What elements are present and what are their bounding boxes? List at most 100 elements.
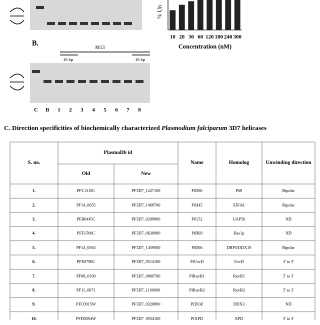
- table-cell: Bipolar: [282, 188, 295, 193]
- bar: [169, 10, 176, 30]
- bar: [197, 0, 204, 31]
- table-header: Name: [191, 160, 205, 166]
- table-cell: PF3D7_0514100: [132, 259, 161, 264]
- gel-band: [55, 80, 63, 83]
- bar: [188, 1, 195, 30]
- bar: [215, 0, 222, 31]
- table-cell: 2.: [32, 202, 35, 207]
- gel-band: [89, 80, 98, 83]
- gel-band: [66, 80, 75, 83]
- x-axis-label: Concentration (nM): [178, 43, 231, 50]
- gel-band: [43, 80, 52, 83]
- table-cell: EIF4A: [233, 202, 244, 207]
- table-cell: 1.: [32, 188, 35, 193]
- table-cell: 5' to 3': [283, 316, 294, 320]
- table-cell: PfUvrD: [190, 259, 203, 264]
- table-cell: PFC0915W: [76, 302, 96, 307]
- table-cell: RuvB2: [233, 287, 245, 292]
- table-cell: ND: [285, 231, 291, 236]
- substrate-icon: [9, 7, 25, 25]
- table-cell: PF3D7_1227100: [132, 188, 161, 193]
- x-tick-label: 20: [179, 34, 185, 40]
- table-cell: DDX3: [233, 302, 244, 307]
- caption-prefix: C. Direction specificities of biochemica…: [4, 125, 162, 132]
- table-cell: PfH69: [192, 231, 203, 236]
- table-cell: 7.: [32, 273, 35, 278]
- table-cell: PFE0790C: [77, 259, 96, 264]
- table-cell: PF3D7_1468700: [132, 202, 161, 207]
- caption-suffix: 3D7 helicases: [227, 125, 267, 132]
- table-cell: PF3D7_1106000: [132, 287, 160, 292]
- table-cell: 5' to 3': [283, 273, 294, 278]
- x-tick-label: 300: [233, 34, 242, 40]
- y-axis-label: % Un: [157, 5, 163, 19]
- lane-label: 6: [115, 107, 118, 113]
- bar: [225, 0, 232, 31]
- table-cell: PfDOZ: [191, 302, 204, 307]
- lane-label: 4: [92, 107, 95, 113]
- table-cell: P68: [236, 188, 243, 193]
- gel-band: [78, 80, 86, 83]
- table-cell: 6.: [32, 259, 35, 264]
- table-header: Homolog: [229, 160, 250, 166]
- table-cell: PfXPD: [191, 316, 203, 320]
- x-tick-label: 10: [170, 34, 176, 40]
- length-label: 16 bp: [135, 57, 146, 62]
- x-tick-label: 120: [206, 34, 215, 40]
- lane-label: C: [34, 107, 38, 113]
- table-cell: PF14_0655: [76, 202, 95, 207]
- table-cell: PFD0094W: [76, 316, 96, 320]
- lane-label: 1: [58, 107, 61, 113]
- table-header: Old: [82, 171, 90, 177]
- gel-band: [112, 80, 121, 83]
- table-cell: PF3D7_0320800: [132, 302, 161, 307]
- table-cell: Has1p: [234, 231, 245, 236]
- table-cell: 10.: [31, 316, 36, 320]
- table-cell: PF3D7_1459000: [132, 245, 161, 250]
- table-cell: PF3D7_0209800: [132, 216, 161, 221]
- lane-label: 7: [127, 107, 130, 113]
- table-cell: PfRuvB2: [189, 287, 205, 292]
- table-cell: PF3D7_0809700: [132, 273, 161, 278]
- table-cell: 3.: [32, 216, 35, 221]
- table-cell: PfD66: [192, 245, 203, 250]
- table-cell: PF3D7_0934100: [132, 316, 161, 320]
- substrate-name: M13: [95, 46, 105, 51]
- table-header: Unwinding direction: [266, 160, 312, 166]
- lane-label: B: [46, 107, 50, 113]
- table-cell: PF11_0071: [76, 287, 95, 292]
- table-cell: ND: [285, 302, 291, 307]
- gel-band: [32, 70, 40, 73]
- caption-species: Plasmodium falciparum: [162, 125, 228, 132]
- table-cell: PFL1310C: [77, 188, 96, 193]
- table-cell: RuvB1: [233, 273, 245, 278]
- x-tick-label: 180: [215, 34, 224, 40]
- table-cell: UvrD: [234, 259, 244, 264]
- lane-label: 8: [138, 107, 141, 113]
- substrate-icon: [9, 73, 25, 91]
- bar: [178, 4, 185, 31]
- table-cell: XPD: [235, 316, 243, 320]
- table-cell: 9.: [32, 302, 35, 307]
- table-cell: 8.: [32, 287, 35, 292]
- gel-a-bands: [36, 6, 132, 25]
- table-cell: 4.: [32, 231, 35, 236]
- x-tick-label: 240: [224, 34, 233, 40]
- lane-label: 2: [69, 107, 72, 113]
- table-cell: PfRuvB1: [189, 273, 205, 278]
- x-tick-label: 60: [198, 34, 204, 40]
- table-cell: PFB0445C: [77, 216, 96, 221]
- length-label: 16 bp: [63, 57, 74, 62]
- bar: [206, 0, 213, 31]
- table-header: New: [141, 171, 151, 177]
- x-tick-label: 30: [188, 34, 194, 40]
- table-cell: UAP56: [233, 216, 246, 221]
- gel-band: [101, 80, 109, 83]
- table-cell: Bipolar: [282, 245, 295, 250]
- caption: C. Direction specificities of biochemica…: [4, 125, 267, 132]
- table-cell: DBP5/DDX19: [227, 245, 252, 250]
- table-cell: PF3D7_0630900: [132, 231, 161, 236]
- panel-label: B.: [32, 40, 39, 48]
- gel-band: [135, 80, 144, 83]
